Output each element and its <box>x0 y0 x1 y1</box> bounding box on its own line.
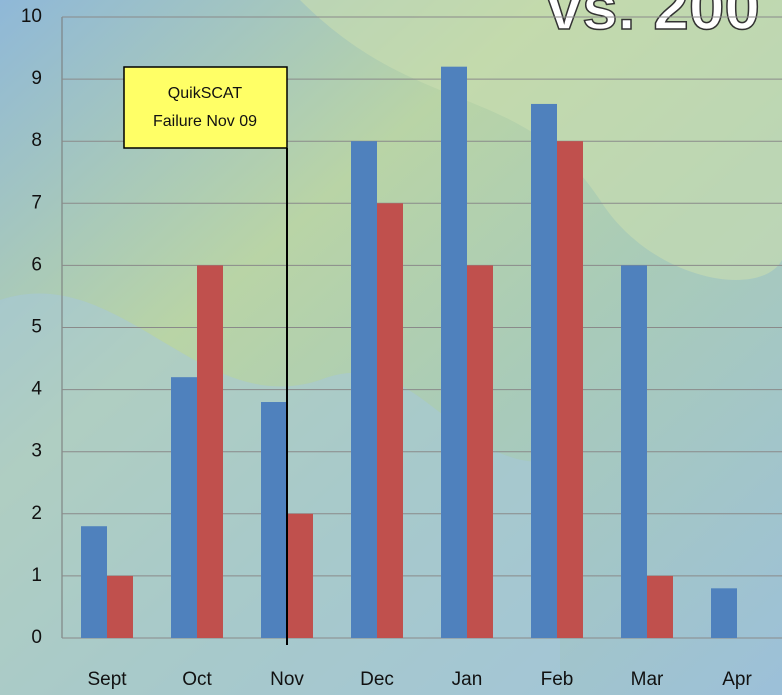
bar <box>81 526 107 638</box>
y-tick-label: 4 <box>31 379 42 400</box>
bar <box>647 575 673 638</box>
y-tick-label: 6 <box>31 254 42 275</box>
x-tick-label: Jan <box>452 669 483 690</box>
y-tick-label: 9 <box>31 68 42 89</box>
x-tick-label: Nov <box>270 669 304 690</box>
x-tick-label: Sept <box>87 669 127 690</box>
annotation-text: QuikSCAT <box>168 85 243 102</box>
x-tick-label: Feb <box>541 669 574 690</box>
chart-title: vs. 200 <box>546 0 760 43</box>
bar <box>351 141 377 638</box>
bar <box>107 575 133 638</box>
y-tick-label: 3 <box>31 441 42 462</box>
bar <box>557 141 583 638</box>
x-tick-label: Apr <box>722 669 752 690</box>
y-tick-label: 7 <box>31 192 42 213</box>
bar <box>287 513 313 638</box>
y-tick-label: 10 <box>21 6 42 27</box>
y-tick-label: 1 <box>31 565 42 586</box>
bar <box>441 66 467 639</box>
bar <box>621 265 647 638</box>
bar <box>171 377 197 638</box>
y-tick-label: 5 <box>31 317 42 338</box>
bar <box>261 402 287 638</box>
x-tick-label: Dec <box>360 669 394 690</box>
bar <box>377 203 403 639</box>
y-tick-label: 8 <box>31 130 42 151</box>
x-tick-label: Mar <box>631 669 664 690</box>
x-tick-label: Oct <box>182 669 212 690</box>
y-tick-label: 2 <box>31 503 42 524</box>
bar <box>467 265 493 638</box>
bar <box>531 103 557 638</box>
annotation-text: Failure Nov 09 <box>153 113 257 130</box>
map-land <box>300 0 782 280</box>
annotation-box <box>123 66 288 149</box>
y-tick-label: 0 <box>31 627 42 648</box>
bar <box>197 265 223 638</box>
bar <box>711 588 737 638</box>
